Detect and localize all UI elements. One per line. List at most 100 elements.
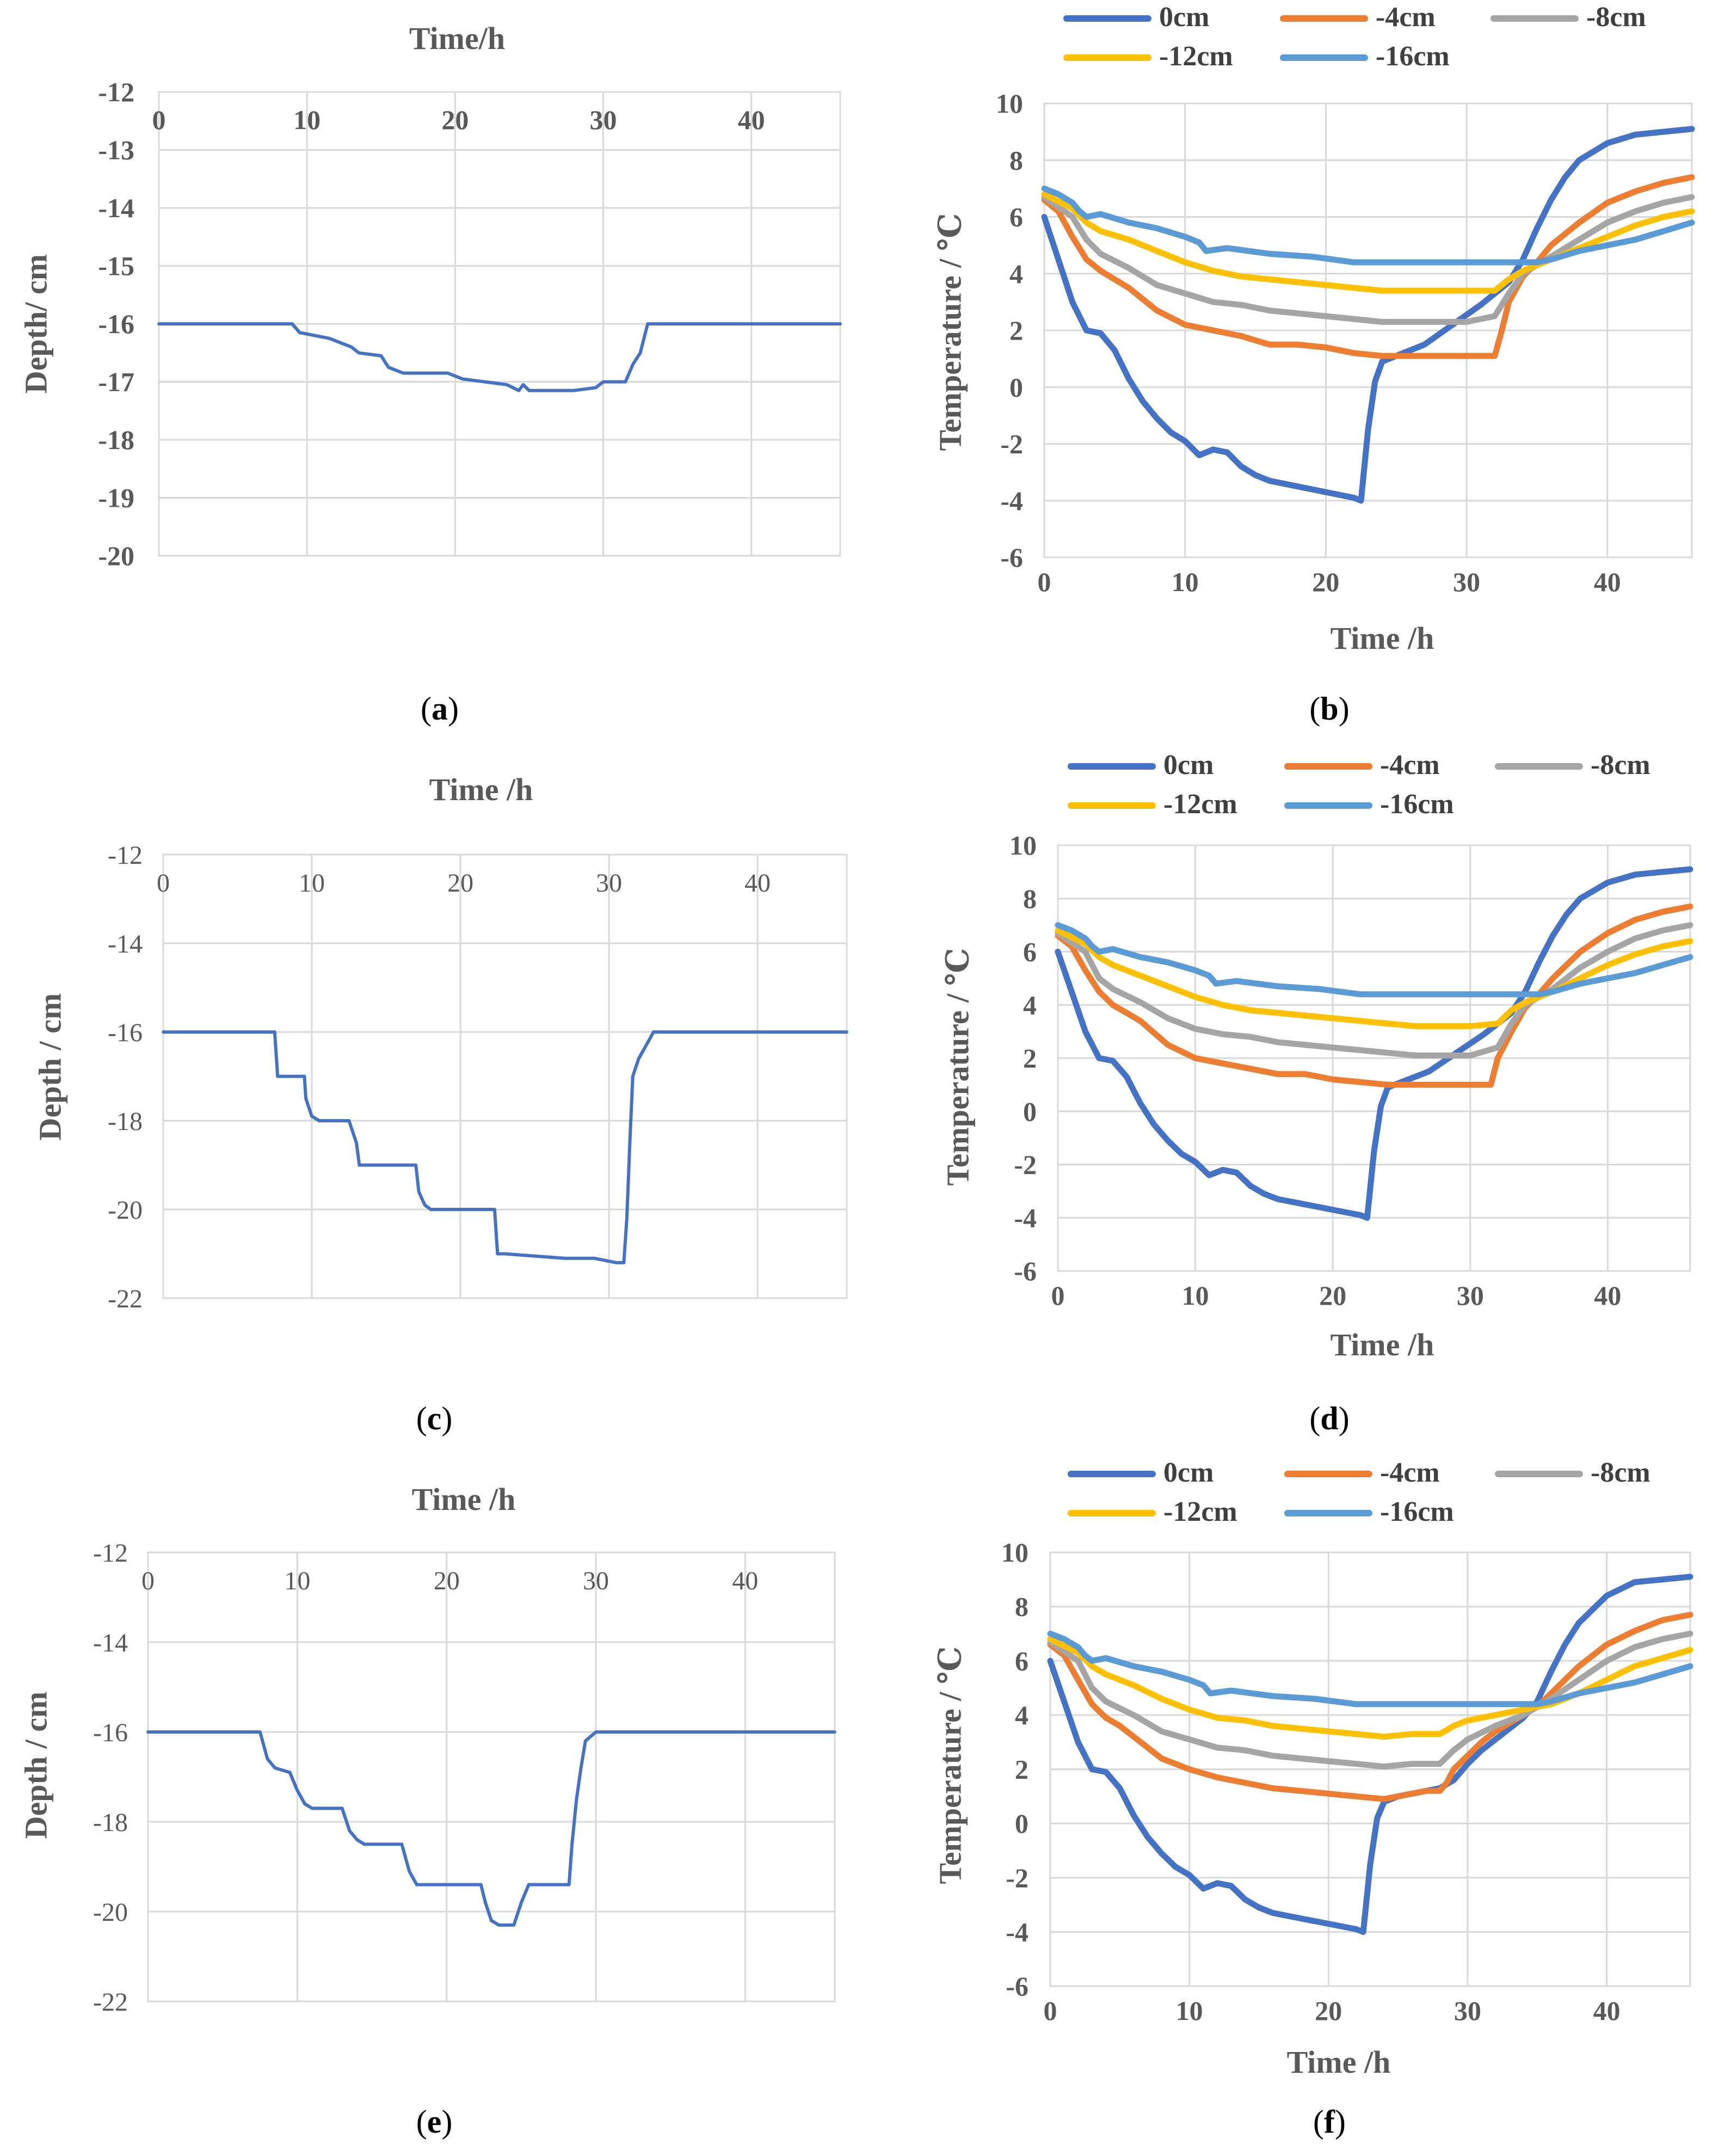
legend-label: 0cm	[1163, 1457, 1213, 1488]
series-line-b-2	[1041, 194, 1695, 325]
series-line-e-0	[146, 1730, 836, 1927]
y-tick-label: -17	[98, 367, 134, 397]
x-axis-label: Time /h	[1287, 2044, 1391, 2080]
y-tick-label: -2	[1000, 429, 1023, 459]
series-line-c-0	[162, 1030, 848, 1264]
series-line-d-2	[1055, 922, 1693, 1059]
x-tick-label: 20	[1312, 567, 1339, 597]
chart-panel-c: 0 10 20 30 40 -12 -14 -16 -18 -20 -22 Time /h Depth …	[32, 772, 848, 1436]
legend-label: -8cm	[1591, 1457, 1650, 1488]
y-tick-label: -18	[108, 1107, 143, 1136]
caption-paren: )	[441, 1401, 452, 1436]
y-tick-label: 0	[1009, 372, 1023, 402]
legend-label: -8cm	[1591, 750, 1650, 781]
y-tick-label: 6	[1023, 937, 1037, 967]
x-tick-label: 0	[1038, 567, 1051, 597]
x-tick-label: 30	[596, 869, 622, 898]
y-tick-label: 6	[1015, 1645, 1028, 1676]
chart-panel-f: 0 10 20 30 40 -6 -4 -2 0 2 4 6 8 10 Time /h Temperature…	[932, 1457, 1693, 2140]
y-tick-label: 4	[1015, 1700, 1028, 1730]
legend: 0cm -4cm -8cm -12cm -16cm	[1068, 750, 1650, 820]
x-tick-label: 30	[1457, 1280, 1484, 1311]
x-axis-label: Time /h	[1330, 1327, 1434, 1362]
legend-label: -4cm	[1380, 750, 1440, 781]
legend-label: -16cm	[1380, 1496, 1454, 1527]
caption-letter: a	[432, 691, 448, 727]
y-tick-label: -6	[1000, 542, 1023, 573]
y-tick-label: -6	[1006, 1971, 1028, 2001]
x-tick-label: 40	[1593, 1995, 1621, 2026]
x-tick-label: 10	[299, 869, 325, 898]
legend: 0cm -4cm -8cm -12cm -16cm	[1068, 1457, 1650, 1527]
caption-paren: )	[441, 2104, 452, 2140]
x-tick-label: 0	[152, 105, 166, 135]
series-line-d-3	[1055, 927, 1693, 1029]
x-tick-label: 30	[1454, 1995, 1481, 2026]
x-tick-label: 30	[590, 105, 617, 135]
caption-letter: f	[1324, 2104, 1335, 2140]
caption-paren: (	[1309, 691, 1320, 727]
x-tick-label: 40	[738, 105, 765, 135]
y-tick-label: -22	[108, 1285, 143, 1313]
x-tick-label: 40	[1594, 567, 1621, 597]
caption-paren: )	[448, 691, 459, 727]
caption-paren: )	[1339, 691, 1350, 727]
x-tick-label: 20	[1319, 1280, 1346, 1311]
series-line-d-4	[1055, 922, 1693, 998]
y-tick-label: -20	[108, 1196, 143, 1225]
chart-panel-d: 0 10 20 30 40 -6 -4 -2 0 2 4 6 8 10 Time /h Temperature…	[940, 750, 1693, 1436]
x-axis-label: Time /h	[1330, 621, 1434, 656]
x-tick-label: 10	[293, 105, 321, 135]
y-tick-label: 10	[1009, 830, 1037, 861]
legend-label: -16cm	[1376, 41, 1450, 72]
y-axis-label: Temperature / ℃	[940, 948, 975, 1186]
y-axis-label: Depth/ cm	[18, 254, 53, 394]
y-tick-label: 0	[1023, 1096, 1037, 1127]
y-tick-label: 2	[1015, 1754, 1028, 1785]
legend-label: -16cm	[1380, 789, 1454, 820]
y-tick-label: -20	[98, 540, 134, 571]
panel-caption: (e)	[416, 2104, 453, 2140]
x-tick-label: 20	[1315, 1995, 1342, 2026]
y-tick-label: -16	[93, 1718, 128, 1747]
plot-area	[162, 853, 848, 1299]
caption-paren: )	[1335, 2104, 1346, 2140]
x-tick-label: 0	[157, 869, 170, 898]
chart-title: Time/h	[409, 21, 505, 56]
y-tick-label: 10	[996, 88, 1023, 119]
panel-caption: (f)	[1313, 2104, 1346, 2140]
y-tick-label: -18	[93, 1808, 128, 1837]
x-tick-label: 0	[141, 1567, 155, 1595]
chart-title: Time /h	[429, 772, 533, 807]
y-tick-label: -14	[98, 193, 134, 223]
y-axis-label: Temperature / ℃	[932, 213, 968, 451]
y-tick-label: -19	[98, 483, 134, 513]
y-axis-label: Depth / cm	[32, 993, 67, 1141]
y-axis-label: Temperature / ℃	[932, 1647, 968, 1884]
y-tick-label: 4	[1009, 259, 1023, 289]
y-tick-label: -20	[93, 1898, 128, 1927]
y-tick-label: 6	[1009, 202, 1023, 232]
x-tick-label: 10	[1172, 567, 1199, 597]
x-tick-label: 40	[1594, 1280, 1621, 1311]
plot-area	[147, 1551, 836, 2003]
caption-paren: (	[1313, 2104, 1324, 2140]
legend-label: 0cm	[1159, 2, 1209, 33]
x-tick-label: 20	[434, 1567, 460, 1595]
y-tick-label: 2	[1009, 315, 1023, 346]
panel-caption: (a)	[421, 691, 459, 727]
y-tick-label: 8	[1009, 145, 1023, 175]
y-tick-label: 2	[1023, 1043, 1037, 1073]
y-tick-label: 8	[1023, 883, 1037, 914]
y-tick-label: -4	[1014, 1202, 1037, 1233]
x-tick-label: 40	[744, 869, 771, 898]
y-tick-label: -4	[1000, 486, 1023, 516]
series-line-f-2	[1047, 1630, 1693, 1770]
x-tick-label: 10	[284, 1567, 310, 1595]
legend-label: -12cm	[1159, 41, 1233, 72]
y-tick-label: 8	[1015, 1592, 1028, 1622]
legend-label: -8cm	[1586, 2, 1646, 33]
y-tick-label: -15	[98, 251, 134, 281]
caption-paren: (	[416, 2104, 427, 2140]
chart-panel-b: 0 10 20 30 40 -6 -4 -2 0 2 4 6 8 10 Time /h Temperature…	[932, 2, 1695, 727]
